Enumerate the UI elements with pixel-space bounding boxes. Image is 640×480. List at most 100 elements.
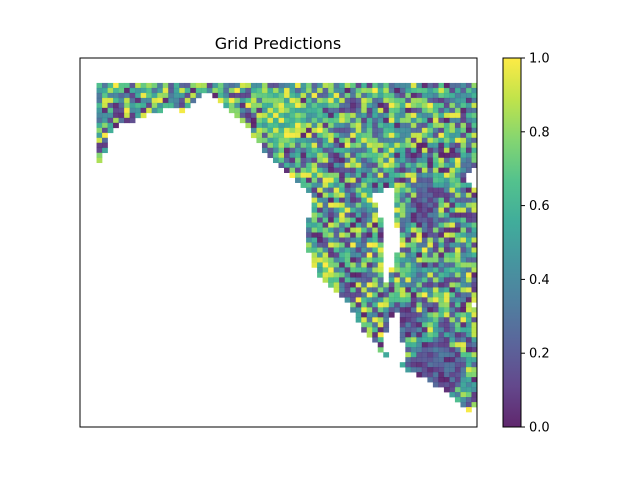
heatmap-cell xyxy=(454,262,461,268)
heatmap-cell xyxy=(344,297,351,303)
heatmap-cell xyxy=(460,172,467,178)
heatmap-cell xyxy=(432,377,439,383)
heatmap-cell xyxy=(438,312,445,318)
heatmap-cell xyxy=(410,247,417,253)
heatmap-cell xyxy=(344,292,351,298)
heatmap-cell xyxy=(317,187,323,193)
heatmap-cell xyxy=(333,197,340,203)
heatmap-cell xyxy=(295,112,301,119)
heatmap-cell xyxy=(432,342,439,348)
heatmap-cell xyxy=(394,272,401,278)
heatmap-cell xyxy=(306,87,312,94)
heatmap-cell xyxy=(460,267,467,273)
heatmap-cell xyxy=(366,177,373,183)
heatmap-cell xyxy=(454,152,461,159)
heatmap-cell xyxy=(344,122,351,129)
heatmap-cell xyxy=(366,97,373,104)
heatmap-cell xyxy=(124,107,130,114)
heatmap-cell xyxy=(333,187,340,193)
heatmap-cell xyxy=(322,172,329,178)
heatmap-cell xyxy=(471,82,477,89)
heatmap-cell xyxy=(405,157,412,164)
heatmap-cell xyxy=(289,97,296,104)
heatmap-cell xyxy=(350,282,356,288)
heatmap-cell xyxy=(212,92,219,99)
heatmap-cell xyxy=(361,227,368,233)
heatmap-cell xyxy=(432,252,439,258)
heatmap-cell xyxy=(427,272,434,278)
heatmap-cell xyxy=(223,92,230,99)
heatmap-cell xyxy=(184,82,191,89)
heatmap-cell xyxy=(465,282,472,288)
heatmap-cell xyxy=(295,162,301,169)
heatmap-cell xyxy=(350,242,356,248)
heatmap-cell xyxy=(339,282,345,288)
heatmap-cell xyxy=(465,217,472,223)
heatmap-cell xyxy=(311,257,318,263)
heatmap-cell xyxy=(454,362,461,368)
heatmap-cell xyxy=(449,97,456,104)
heatmap-cell xyxy=(333,252,340,258)
heatmap-cell xyxy=(465,387,472,393)
heatmap-cell xyxy=(454,397,461,403)
heatmap-cell xyxy=(421,297,428,303)
heatmap-cell xyxy=(355,102,362,109)
heatmap-cell xyxy=(350,247,356,253)
heatmap-cell xyxy=(372,282,379,288)
heatmap-cell xyxy=(460,187,467,193)
heatmap-cell xyxy=(383,92,390,99)
heatmap-cell xyxy=(438,352,445,358)
heatmap-cell xyxy=(405,142,412,149)
heatmap-cell xyxy=(438,137,445,144)
heatmap-cell xyxy=(267,137,274,144)
heatmap-cell xyxy=(317,137,323,144)
heatmap-cell xyxy=(438,147,445,154)
heatmap-cell xyxy=(471,372,477,378)
heatmap-cell xyxy=(460,362,467,368)
heatmap-cell xyxy=(366,247,373,253)
heatmap-cell xyxy=(256,127,263,134)
heatmap-cell xyxy=(471,272,477,278)
heatmap-cell xyxy=(377,82,384,89)
heatmap-cell xyxy=(421,337,428,343)
heatmap-cell xyxy=(372,102,379,109)
heatmap-cell xyxy=(366,117,373,124)
heatmap-cell xyxy=(322,112,329,119)
heatmap-cell xyxy=(355,87,362,94)
heatmap-cell xyxy=(179,82,186,89)
heatmap-cell xyxy=(361,297,368,303)
heatmap-cell xyxy=(306,147,312,154)
heatmap-cell xyxy=(129,117,136,124)
heatmap-cell xyxy=(405,312,412,318)
heatmap-cell xyxy=(399,337,406,343)
heatmap-cell xyxy=(465,252,472,258)
heatmap-cell xyxy=(399,287,406,293)
heatmap-cell xyxy=(317,117,323,124)
heatmap-cell xyxy=(300,142,307,149)
heatmap-cell xyxy=(361,197,368,203)
heatmap-cell xyxy=(317,267,323,273)
heatmap-cell xyxy=(443,347,450,353)
heatmap-cell xyxy=(350,207,356,213)
colorbar-frame xyxy=(502,57,522,428)
heatmap-cell xyxy=(427,102,434,109)
heatmap-cell xyxy=(394,112,401,119)
heatmap-cell xyxy=(454,117,461,124)
heatmap-cell xyxy=(355,207,362,213)
heatmap-cell xyxy=(250,107,257,114)
heatmap-cell xyxy=(366,222,373,228)
heatmap-cell xyxy=(416,82,423,89)
heatmap-cell xyxy=(438,377,445,383)
heatmap-cell xyxy=(350,262,356,268)
heatmap-cell xyxy=(460,202,467,208)
heatmap-cell xyxy=(394,202,401,208)
heatmap-cell xyxy=(311,107,318,114)
heatmap-cell xyxy=(372,167,379,173)
heatmap-cell xyxy=(454,257,461,263)
heatmap-cell xyxy=(465,367,472,373)
heatmap-cell xyxy=(322,192,329,198)
heatmap-cell xyxy=(355,247,362,253)
heatmap-cell xyxy=(339,202,345,208)
heatmap-cell xyxy=(471,222,477,228)
heatmap-cell xyxy=(454,122,461,129)
